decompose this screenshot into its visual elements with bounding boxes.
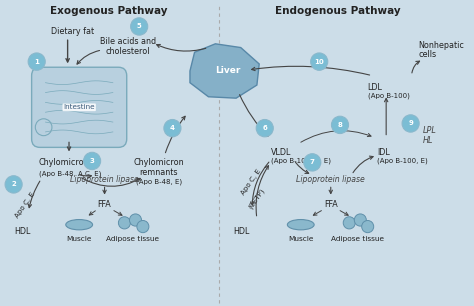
Circle shape	[164, 119, 181, 137]
Text: LPL: LPL	[423, 126, 437, 136]
Text: 4: 4	[170, 125, 175, 131]
Text: 10: 10	[314, 59, 324, 65]
Circle shape	[36, 119, 52, 136]
Circle shape	[256, 119, 273, 137]
Text: Muscle: Muscle	[66, 236, 92, 242]
Text: Nonhepatic: Nonhepatic	[419, 41, 465, 50]
Text: FFA: FFA	[324, 200, 337, 209]
Text: (CETP): (CETP)	[247, 187, 266, 210]
Circle shape	[137, 221, 149, 233]
Text: Adipose tissue: Adipose tissue	[106, 236, 159, 242]
Text: cholesterol: cholesterol	[105, 47, 150, 56]
Circle shape	[331, 116, 348, 133]
Circle shape	[362, 221, 374, 233]
Circle shape	[343, 217, 355, 229]
Circle shape	[310, 53, 328, 70]
Circle shape	[118, 217, 130, 229]
Text: Apo C, E: Apo C, E	[240, 169, 262, 196]
Text: 3: 3	[90, 158, 94, 164]
Text: 8: 8	[337, 122, 342, 128]
Ellipse shape	[287, 219, 314, 230]
Text: HDL: HDL	[15, 227, 31, 236]
Text: Liver: Liver	[215, 65, 240, 75]
PathPatch shape	[190, 44, 259, 98]
Text: Muscle: Muscle	[288, 236, 313, 242]
Text: (Apo B-100): (Apo B-100)	[368, 92, 410, 99]
FancyBboxPatch shape	[32, 67, 127, 147]
Text: 9: 9	[408, 121, 413, 126]
Circle shape	[129, 214, 142, 226]
Text: Chylomicron: Chylomicron	[133, 158, 184, 167]
Text: cells: cells	[419, 50, 437, 59]
Text: LDL: LDL	[368, 83, 383, 92]
Text: Chylomicrons: Chylomicrons	[38, 158, 93, 167]
Text: 2: 2	[11, 181, 16, 187]
Text: HL: HL	[423, 136, 434, 145]
Text: IDL: IDL	[377, 148, 390, 157]
Circle shape	[304, 154, 321, 171]
Circle shape	[5, 176, 22, 193]
Text: FFA: FFA	[98, 200, 111, 209]
Text: 1: 1	[34, 59, 39, 65]
Text: HDL: HDL	[234, 227, 250, 236]
Text: VLDL: VLDL	[271, 148, 291, 157]
Text: Adipose tissue: Adipose tissue	[330, 236, 383, 242]
Text: 7: 7	[310, 159, 315, 165]
Text: remnants: remnants	[139, 169, 178, 177]
Text: Intestine: Intestine	[64, 104, 95, 110]
Circle shape	[131, 18, 148, 35]
Circle shape	[28, 53, 45, 70]
Text: Exogenous Pathway: Exogenous Pathway	[50, 6, 168, 16]
Circle shape	[83, 152, 100, 170]
Ellipse shape	[66, 219, 92, 230]
Text: 5: 5	[137, 24, 142, 29]
Circle shape	[354, 214, 366, 226]
Text: (Apo B-48, E): (Apo B-48, E)	[136, 179, 182, 185]
Text: Bile acids and: Bile acids and	[100, 37, 155, 47]
Text: Lipoprotein lipase: Lipoprotein lipase	[70, 175, 139, 184]
Text: Apo C, E: Apo C, E	[14, 191, 36, 218]
Text: Dietary fat: Dietary fat	[51, 27, 94, 36]
Text: (Apo B-100, C, E): (Apo B-100, C, E)	[271, 158, 331, 164]
Text: (Apo B-48, A,C, E): (Apo B-48, A,C, E)	[38, 170, 101, 177]
Circle shape	[402, 115, 419, 132]
Text: Lipoprotein lipase: Lipoprotein lipase	[296, 175, 365, 184]
Text: (Apo B-100, E): (Apo B-100, E)	[377, 158, 428, 164]
Text: 6: 6	[263, 125, 267, 131]
Text: Endogenous Pathway: Endogenous Pathway	[275, 6, 401, 16]
